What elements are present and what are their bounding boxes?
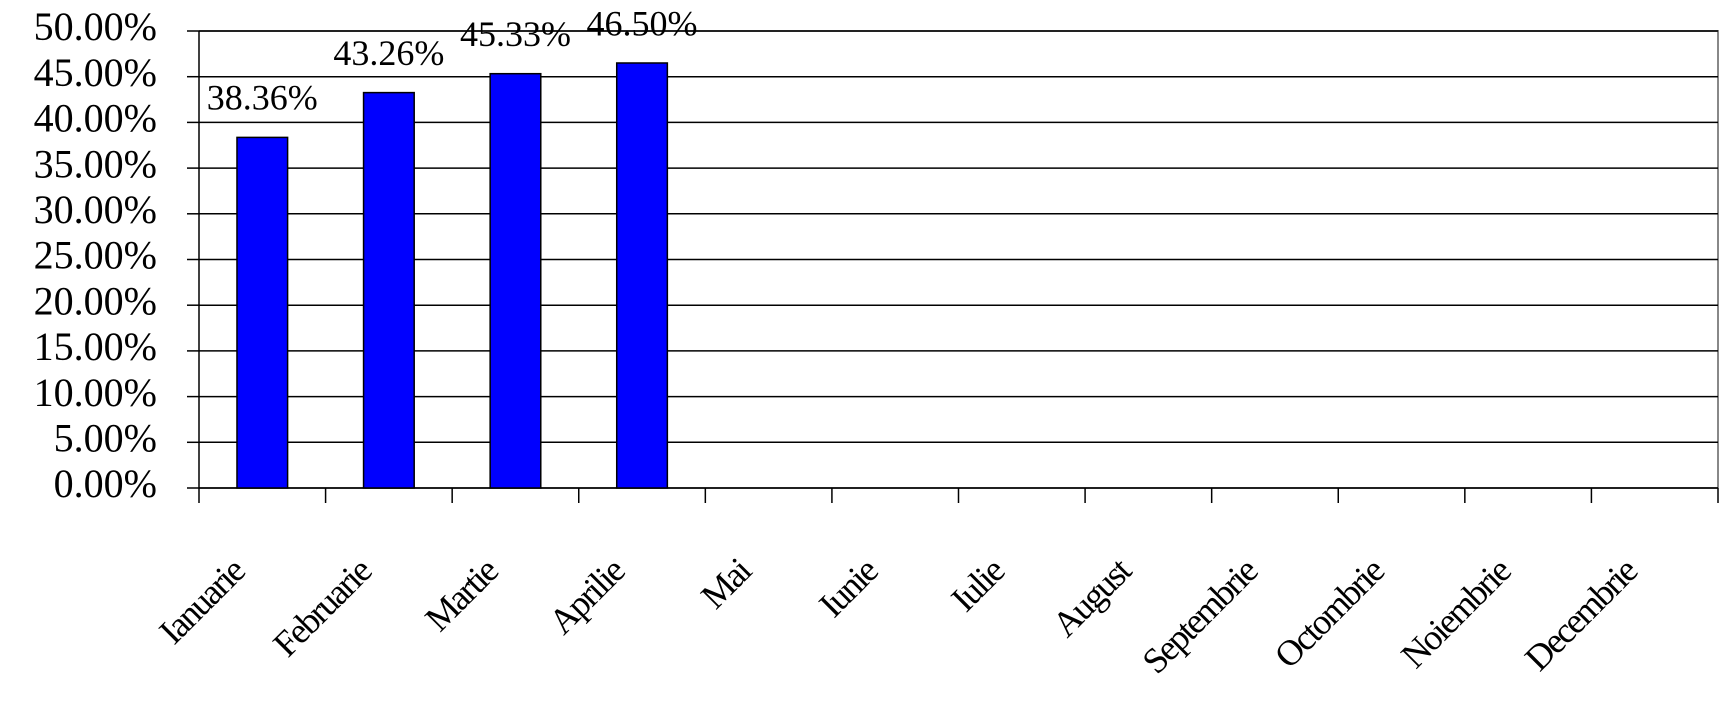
bar (362, 91, 415, 489)
x-tick-label: Octombrie (1267, 550, 1392, 675)
x-tick-label: Mai (693, 550, 759, 616)
x-tick-label: Iulie (943, 551, 1012, 620)
x-tick-label: Aprilie (541, 551, 632, 642)
x-tick-label: August (1045, 550, 1140, 645)
y-tick-label: 35.00% (34, 141, 157, 186)
data-label: 46.50% (587, 3, 698, 43)
y-tick-label: 45.00% (34, 50, 157, 95)
x-tick-label: Februarie (265, 550, 379, 664)
data-label: 45.33% (460, 14, 571, 54)
x-tick-label: Septembrie (1134, 550, 1265, 681)
y-tick-label: 10.00% (34, 370, 157, 415)
y-tick-label: 15.00% (34, 324, 157, 369)
x-tick-label: Decembrie (1517, 550, 1645, 678)
bar (489, 72, 542, 489)
bar (615, 62, 669, 489)
x-tick-label: Ianuarie (151, 551, 252, 652)
y-tick-label: 20.00% (34, 278, 157, 323)
y-tick-label: 30.00% (34, 187, 157, 232)
data-label: 38.36% (207, 78, 318, 118)
x-tick-label: Martie (417, 551, 505, 639)
data-label: 43.26% (333, 33, 444, 73)
y-tick-label: 50.00% (34, 4, 157, 49)
bar (236, 136, 289, 489)
y-tick-label: 5.00% (54, 415, 157, 460)
x-tick-label: Noiembrie (1393, 550, 1518, 675)
y-tick-label: 0.00% (54, 461, 157, 506)
y-tick-label: 25.00% (34, 233, 157, 278)
x-tick-label: Iunie (811, 550, 885, 624)
y-tick-label: 40.00% (34, 96, 157, 141)
